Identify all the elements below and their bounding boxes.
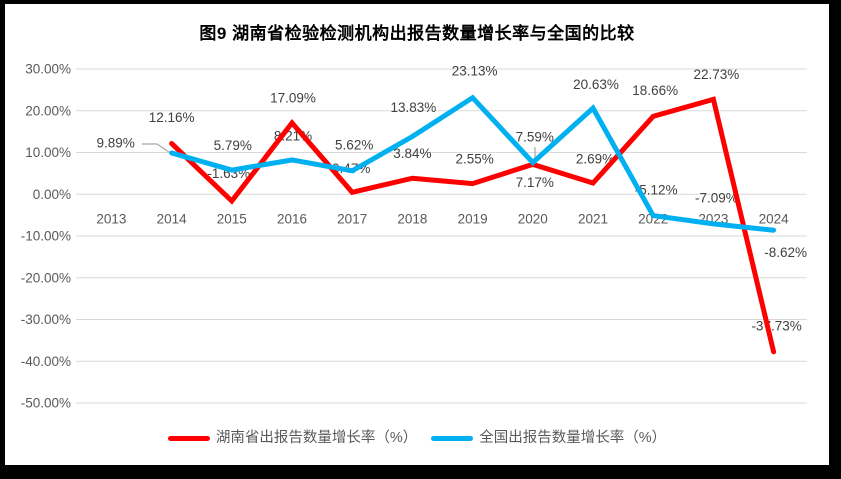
x-axis-tick-label: 2021 — [578, 212, 608, 227]
x-axis-tick-label: 2018 — [397, 212, 427, 227]
data-label: 5.62% — [335, 137, 373, 152]
line-chart: 30.00% 20.00% 10.00% 0.00% -10.00% -20.00% -30… — [21, 62, 807, 411]
y-axis-tick-label: -50.00% — [21, 396, 71, 411]
data-label: 7.59% — [516, 129, 554, 144]
y-axis-tick-label: 0.00% — [33, 187, 71, 202]
x-axis-tick-label: 2015 — [217, 212, 247, 227]
data-label: 23.13% — [452, 63, 498, 78]
x-axis-tick-label: 2016 — [277, 212, 307, 227]
data-label: 9.89% — [96, 136, 134, 151]
legend-item-national: 全国出报告数量增长率（%） — [431, 428, 666, 448]
data-label: 3.84% — [393, 146, 431, 161]
y-axis-tick-label: 20.00% — [25, 103, 71, 118]
data-label: 20.63% — [573, 77, 619, 92]
y-axis-tick-label: -20.00% — [21, 270, 71, 285]
x-axis-tick-label: 2024 — [759, 212, 790, 227]
data-label: 17.09% — [270, 91, 316, 106]
data-label: -8.62% — [764, 245, 807, 260]
y-axis-tick-label: -10.00% — [21, 229, 71, 244]
data-label: 22.73% — [694, 67, 740, 82]
series-line-hunan — [169, 96, 777, 355]
data-label: 12.16% — [149, 110, 195, 125]
x-axis-tick-label: 2020 — [518, 212, 548, 227]
label-leader-line — [142, 143, 170, 153]
x-axis-tick-label: 2019 — [458, 212, 488, 227]
data-label: 2.69% — [576, 152, 614, 167]
y-axis-tick-label: 10.00% — [25, 145, 71, 160]
legend-label-national: 全国出报告数量增长率（%） — [479, 430, 667, 446]
data-label: 5.79% — [214, 138, 252, 153]
x-axis-tick-label: 2014 — [157, 212, 188, 227]
legend-label-hunan: 湖南省出报告数量增长率（%） — [215, 430, 418, 446]
data-label: 18.66% — [632, 83, 678, 98]
x-axis-tick-label: 2017 — [337, 212, 367, 227]
series-line-national — [169, 94, 777, 233]
data-label: -37.73% — [751, 318, 801, 333]
data-label: 7.17% — [516, 175, 554, 190]
x-axis-tick-label: 2013 — [96, 212, 126, 227]
data-label: 2.55% — [455, 151, 493, 166]
data-label: 13.83% — [391, 100, 437, 115]
legend-line-swatch-national — [431, 435, 474, 441]
y-axis-tick-label: 30.00% — [25, 62, 71, 77]
legend-line-swatch-hunan — [167, 435, 210, 441]
y-axis-tick-label: -40.00% — [21, 354, 71, 369]
chart-title: 图9 湖南省检验检测机构出报告数量增长率与全国的比较 — [199, 24, 635, 43]
data-label: -7.09% — [695, 191, 738, 206]
y-axis-tick-label: -30.00% — [21, 312, 71, 327]
legend-item-hunan: 湖南省出报告数量增长率（%） — [167, 428, 418, 448]
legend: 湖南省出报告数量增长率（%） 全国出报告数量增长率（%） — [5, 428, 829, 448]
data-label: -5.12% — [635, 182, 678, 197]
